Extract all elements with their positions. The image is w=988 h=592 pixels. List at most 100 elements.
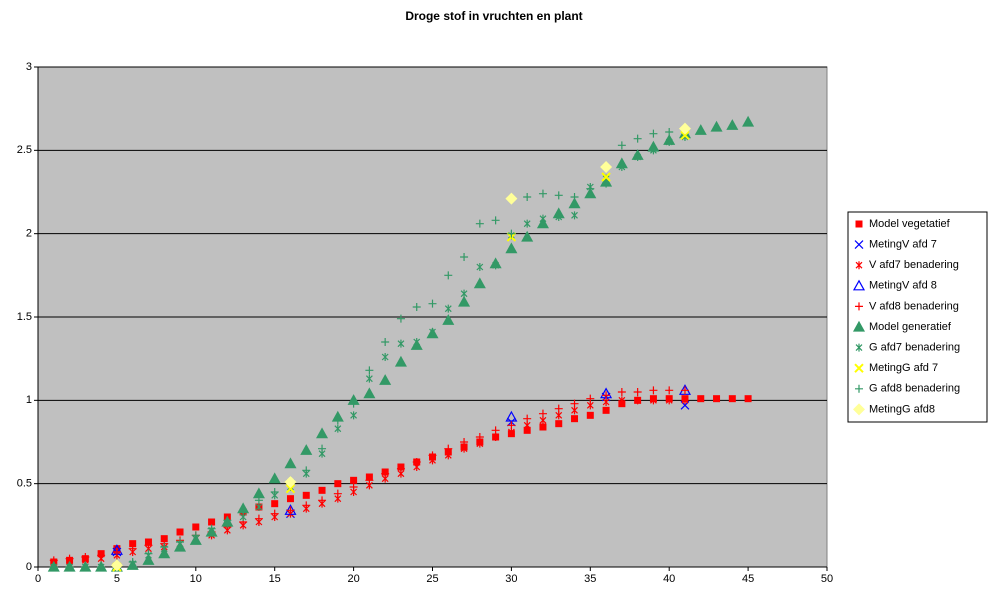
data-point [413, 338, 421, 346]
data-point [365, 374, 373, 383]
data-point [742, 115, 755, 127]
data-point [473, 277, 486, 289]
data-point [444, 271, 453, 280]
y-tick-label: 0.5 [17, 478, 32, 490]
data-point [208, 518, 216, 526]
x-tick-label: 0 [35, 573, 41, 585]
data-point [710, 120, 723, 132]
data-point [458, 295, 471, 307]
data-point [713, 395, 721, 403]
data-point [744, 395, 752, 403]
data-point [460, 289, 468, 298]
data-point [665, 386, 674, 395]
y-tick-label: 2.5 [17, 144, 32, 156]
y-tick-label: 3 [26, 61, 32, 73]
data-point [538, 189, 547, 198]
y-tick-label: 1.5 [17, 311, 32, 323]
data-point [523, 193, 532, 201]
data-point [505, 192, 518, 205]
x-tick-label: 35 [584, 573, 596, 585]
legend-marker [852, 320, 866, 332]
data-point [394, 355, 407, 367]
data-point [491, 426, 500, 435]
x-tick-label: 5 [114, 573, 120, 585]
x-tick-label: 45 [742, 573, 754, 585]
data-point [286, 506, 295, 515]
legend-marker [855, 261, 863, 270]
data-point [555, 213, 563, 221]
data-point [568, 197, 581, 209]
data-point [442, 314, 455, 325]
legend-marker [854, 363, 864, 373]
x-tick-label: 20 [347, 573, 359, 585]
data-point [333, 416, 342, 425]
x-tick-label: 25 [426, 573, 438, 585]
data-point [634, 153, 642, 161]
data-point [665, 128, 674, 136]
data-point [680, 130, 690, 141]
data-point [680, 386, 689, 395]
data-point [681, 396, 689, 405]
data-point [176, 538, 185, 546]
legend-marker [852, 279, 866, 291]
data-point [396, 314, 405, 323]
data-point [349, 483, 358, 491]
data-point [207, 524, 216, 533]
x-tick-label: 30 [505, 573, 517, 585]
y-tick-label: 1 [26, 394, 32, 406]
data-point [158, 547, 171, 559]
data-point [584, 187, 597, 199]
data-point [523, 414, 532, 423]
legend-label: MetingG afd8 [869, 403, 935, 415]
data-point [475, 433, 484, 441]
data-point [492, 261, 500, 270]
legend-marker [854, 240, 864, 250]
legend-label: V afd7 benadering [869, 259, 959, 271]
data-point [396, 464, 405, 473]
data-point [318, 444, 327, 453]
data-point [601, 172, 611, 182]
data-point [444, 304, 452, 313]
data-point [665, 138, 673, 146]
data-point [523, 219, 531, 228]
data-point [302, 466, 311, 475]
data-point [428, 451, 437, 460]
data-point [726, 119, 739, 130]
data-point [302, 501, 311, 510]
data-point [539, 214, 547, 223]
x-tick-label: 40 [663, 573, 675, 585]
legend-label: G afd7 benadering [869, 342, 960, 354]
data-point [491, 216, 500, 225]
legend-label: MetingV afd 8 [869, 280, 937, 292]
data-point [460, 253, 469, 261]
legend-label: Model generatief [869, 321, 952, 333]
data-point [634, 396, 642, 405]
data-point [300, 444, 313, 455]
data-point [379, 374, 392, 385]
data-point [381, 353, 389, 361]
data-point [570, 193, 579, 201]
data-point [144, 549, 153, 558]
data-point [412, 458, 421, 466]
data-point [239, 508, 248, 516]
data-point [318, 496, 327, 505]
data-point [270, 488, 279, 496]
chart-title: Droge stof in vruchten en plant [405, 9, 582, 23]
data-point [144, 541, 153, 550]
data-point [128, 544, 137, 553]
data-point [129, 540, 137, 548]
data-point [555, 420, 563, 428]
data-point [633, 388, 642, 396]
data-point [350, 476, 358, 484]
legend-label: MetingG afd 7 [869, 362, 938, 374]
data-point [649, 396, 657, 405]
data-point [602, 406, 610, 414]
data-point [333, 489, 342, 498]
data-point [223, 516, 232, 525]
data-point [112, 548, 121, 556]
data-point [617, 388, 626, 396]
data-point [570, 399, 579, 408]
data-point [428, 299, 437, 308]
data-point [254, 514, 263, 523]
